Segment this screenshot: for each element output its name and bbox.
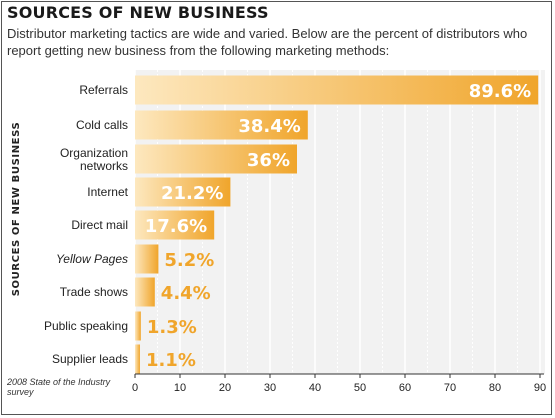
value-label: 1.1% <box>146 350 196 371</box>
category-labels: Referrals Cold calls Organization networks I… <box>44 83 129 366</box>
value-label: 38.4% <box>238 116 300 137</box>
bar <box>135 277 155 307</box>
bar <box>135 110 308 140</box>
x-tick-label: 80 <box>489 382 501 394</box>
value-label: 21.2% <box>161 183 223 204</box>
value-label: 36% <box>247 150 290 171</box>
source-note: 2008 State of the Industry survey <box>7 377 111 397</box>
bar <box>135 177 231 207</box>
chart-subtitle: Distributor marketing tactics are wide a… <box>7 26 528 58</box>
category-label: Trade shows <box>60 285 128 299</box>
bar <box>135 144 297 174</box>
category-label: Yellow Pages <box>56 252 128 266</box>
x-tick-label: 20 <box>219 382 231 394</box>
x-tick-label: 10 <box>174 382 186 394</box>
bar <box>135 75 539 105</box>
x-tick-label: 40 <box>309 382 321 394</box>
value-label: 89.6% <box>469 81 531 102</box>
category-label: Public speaking <box>44 319 128 333</box>
x-tick-label: 30 <box>264 382 276 394</box>
category-label: Direct mail <box>71 218 128 232</box>
chart-title: SOURCES OF NEW BUSINESS <box>7 3 269 22</box>
y-axis-label: SOURCES OF NEW BUSINESS <box>11 122 22 297</box>
value-label: 4.4% <box>161 283 211 304</box>
x-tick-label: 50 <box>354 382 366 394</box>
x-tick-label: 0 <box>132 382 138 394</box>
category-label: Cold calls <box>76 118 128 132</box>
bar <box>135 244 159 274</box>
bar <box>135 344 140 374</box>
category-label: Internet <box>87 185 128 199</box>
value-label: 1.3% <box>147 317 197 338</box>
category-label: Referrals <box>79 83 128 97</box>
x-tick-label: 70 <box>444 382 456 394</box>
bar <box>135 311 141 341</box>
value-labels: 89.6% 38.4% 36% 21.2% 17.6% 5.2% 4.4% 1.3% 1.1% <box>145 81 531 371</box>
x-axis-ticks: 0 10 20 30 40 50 60 70 80 90 <box>132 373 546 394</box>
bars-group <box>135 75 539 374</box>
value-label: 17.6% <box>145 216 207 237</box>
bar <box>135 210 215 240</box>
x-tick-label: 60 <box>399 382 411 394</box>
x-tick-label: 90 <box>534 382 546 394</box>
category-label: Supplier leads <box>52 352 128 366</box>
category-label: Organization networks <box>60 146 128 173</box>
value-label: 5.2% <box>164 250 214 271</box>
